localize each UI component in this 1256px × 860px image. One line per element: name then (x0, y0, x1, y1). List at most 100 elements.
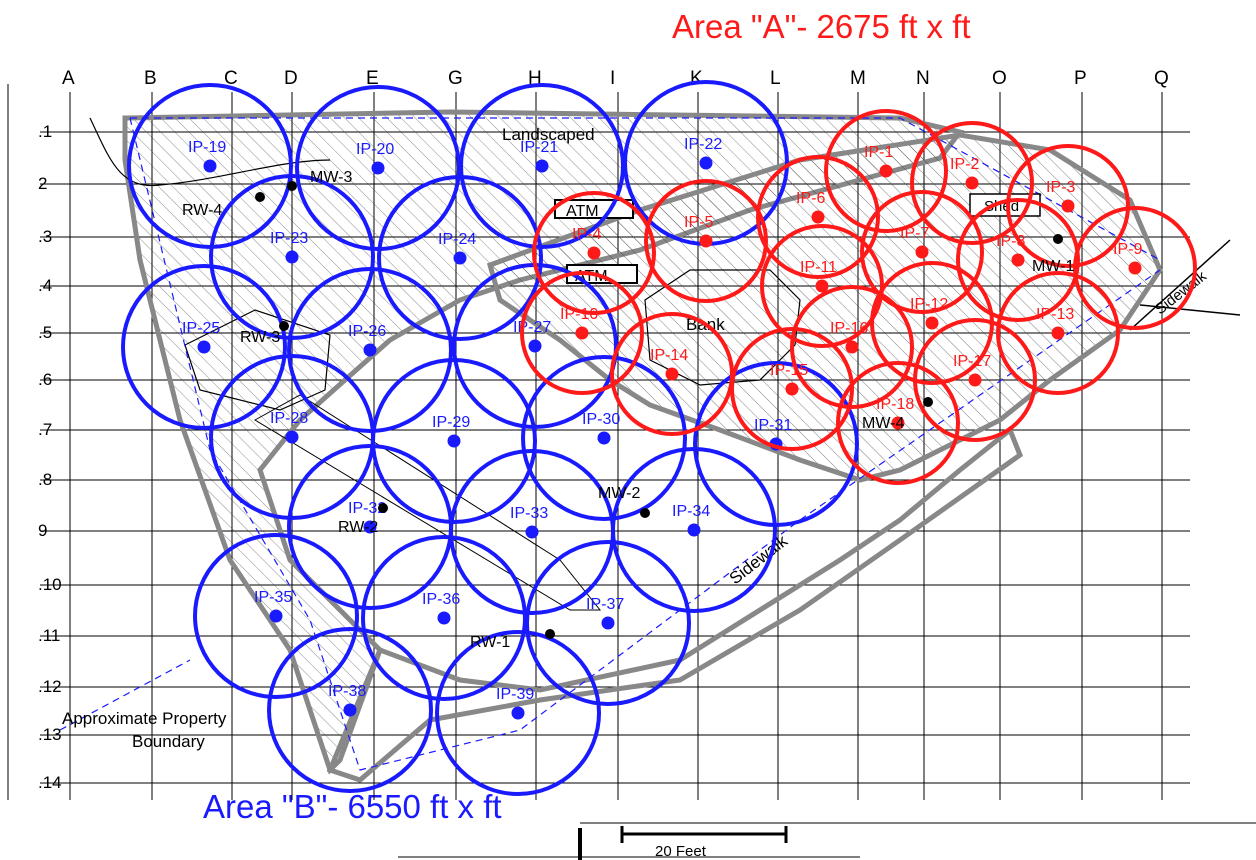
injection-point-label: IP-38 (328, 683, 366, 700)
grid-row-labels: .12.3.4.5.6.7.89.10.11.12.13.14 (38, 122, 62, 792)
injection-point-label: IP-17 (953, 353, 991, 370)
influence-circle (521, 355, 687, 521)
injection-point-marker (597, 431, 611, 445)
injection-point-label: IP-1 (864, 144, 893, 161)
injection-point-label: IP-39 (496, 686, 534, 703)
grid-row-label: .12 (38, 677, 62, 696)
influence-circle (525, 540, 691, 706)
grid-column-label: A (62, 68, 75, 89)
influence-circle (790, 285, 914, 409)
injection-point-label: IP-4 (572, 226, 601, 243)
well-marker (279, 321, 289, 331)
injection-point-marker (511, 706, 525, 720)
scale-bar: 20 Feet (398, 822, 1256, 860)
well-marker (378, 503, 388, 513)
injection-point-marker (363, 343, 377, 357)
injection-point-label: IP-8 (996, 233, 1025, 250)
injection-point-marker (343, 703, 357, 717)
grid-column-label: G (448, 68, 463, 89)
injection-point-label: IP-14 (650, 347, 688, 364)
injection-point-label: IP-26 (348, 323, 386, 340)
injection-point-label: IP-2 (950, 156, 979, 173)
influence-circle (267, 627, 433, 793)
well-label: RW-3 (240, 329, 280, 346)
creek-line (89, 117, 331, 187)
influence-circle (910, 121, 1034, 245)
grid-column-label: K (690, 68, 703, 89)
injection-point-marker (528, 339, 542, 353)
drive-lane (254, 394, 602, 611)
injection-point-label: IP-13 (1036, 306, 1074, 323)
boundary-leader (59, 659, 191, 731)
injection-point-marker (269, 609, 283, 623)
sidewalk-right-edge (1129, 239, 1241, 331)
injection-point-marker (699, 234, 713, 248)
influence-circle (361, 535, 527, 701)
injection-point-label: IP-24 (438, 231, 476, 248)
injection-point-label: IP-33 (510, 505, 548, 522)
injection-point-label: IP-6 (796, 190, 825, 207)
injection-point-label: IP-28 (270, 410, 308, 427)
injection-point-marker (601, 616, 615, 630)
injection-point-label: IP-5 (684, 214, 713, 231)
influence-circle (287, 267, 453, 433)
injection-point-marker (1061, 199, 1075, 213)
area-b-title: Area "B"- 6550 ft x ft (203, 788, 502, 825)
property-label-line1: Approximate Property (62, 709, 227, 728)
injection-point-label: IP-35 (254, 589, 292, 606)
injection-point-marker (811, 210, 825, 224)
influence-circle (520, 271, 644, 395)
well-label: MW-4 (862, 415, 904, 432)
grid-column-label: D (284, 68, 298, 89)
influence-circle (371, 358, 537, 524)
injection-point-label: IP-9 (1113, 241, 1142, 258)
injection-point-marker (968, 373, 982, 387)
injection-point-label: IP-18 (876, 396, 914, 413)
injection-point-marker (285, 430, 299, 444)
bank-building (644, 269, 801, 386)
injection-point-marker (285, 250, 299, 264)
injection-point-marker (915, 245, 929, 259)
injection-point-marker (587, 246, 601, 260)
grid-row-label: .8 (38, 470, 52, 489)
injection-point-marker (453, 251, 467, 265)
influence-circle (209, 174, 375, 340)
grid-column-label: I (610, 68, 615, 89)
influence-circle (730, 327, 854, 451)
injection-point-label: IP-30 (582, 411, 620, 428)
injection-point-marker (1051, 326, 1065, 340)
well-marker (640, 508, 650, 518)
grid-row-label: .4 (38, 276, 52, 295)
influence-circle (193, 533, 359, 699)
injection-point-marker (197, 340, 211, 354)
injection-point-label: IP-36 (422, 591, 460, 608)
influence-circle (760, 224, 884, 348)
well-label: MW-1 (1032, 258, 1074, 275)
influence-circle (860, 190, 984, 314)
injection-point-label: IP-25 (182, 320, 220, 337)
injection-point-marker (447, 434, 461, 448)
injection-point-marker (535, 159, 549, 173)
injection-point-label: IP-12 (910, 296, 948, 313)
injection-point-marker (575, 326, 589, 340)
grid-row-label: .14 (38, 773, 62, 792)
injection-point-marker (699, 156, 713, 170)
well-marker (545, 629, 555, 639)
grid-column-label: L (770, 68, 781, 89)
injection-point-marker (203, 159, 217, 173)
injection-point-label: IP-7 (900, 225, 929, 242)
injection-point-label: IP-21 (520, 139, 558, 156)
well-marker (923, 397, 933, 407)
injection-point-label: IP-15 (770, 362, 808, 379)
well-marker (255, 192, 265, 202)
landscaped-label: Landscaped (502, 125, 595, 144)
injection-point-marker (525, 525, 539, 539)
grid-row-label: .6 (38, 370, 52, 389)
grid-row-label: .3 (38, 227, 52, 246)
injection-point-marker (371, 161, 385, 175)
influence-circle (1073, 206, 1197, 330)
area-a-title: Area "A"- 2675 ft x ft (672, 8, 971, 45)
property-label-line2: Boundary (132, 732, 205, 751)
influence-circle (1006, 144, 1130, 268)
injection-point-label: IP-16 (830, 320, 868, 337)
